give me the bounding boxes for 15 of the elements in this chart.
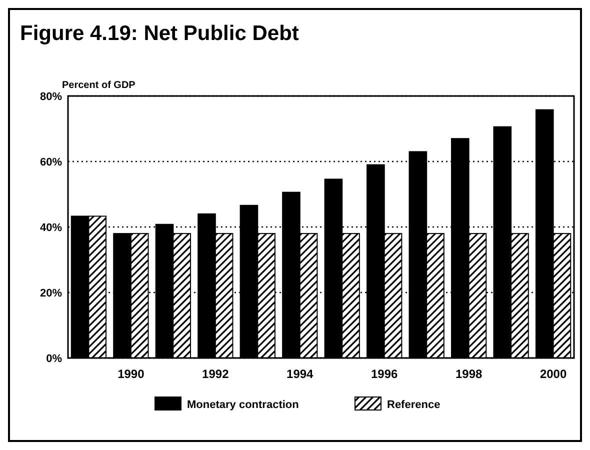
y-tick-label: 20% — [40, 287, 62, 300]
y-tick-label: 0% — [46, 352, 62, 365]
x-tick-label: 1994 — [286, 367, 314, 381]
legend-label: Reference — [387, 398, 440, 411]
legend-label: Monetary contraction — [187, 398, 300, 411]
chart-title: Figure 4.19: Net Public Debt — [20, 22, 299, 45]
y-tick-label: 60% — [40, 156, 62, 168]
x-tick-label: 2000 — [540, 367, 567, 381]
x-tick-label: 1992 — [202, 367, 230, 381]
x-tick-label: 1990 — [118, 367, 145, 381]
y-tick-label: 40% — [40, 222, 62, 234]
x-tick-label: 1998 — [455, 367, 482, 381]
y-axis-title: Percent of GDP — [62, 80, 136, 91]
y-tick-label: 80% — [40, 90, 62, 103]
x-tick-label: 1996 — [371, 367, 398, 381]
